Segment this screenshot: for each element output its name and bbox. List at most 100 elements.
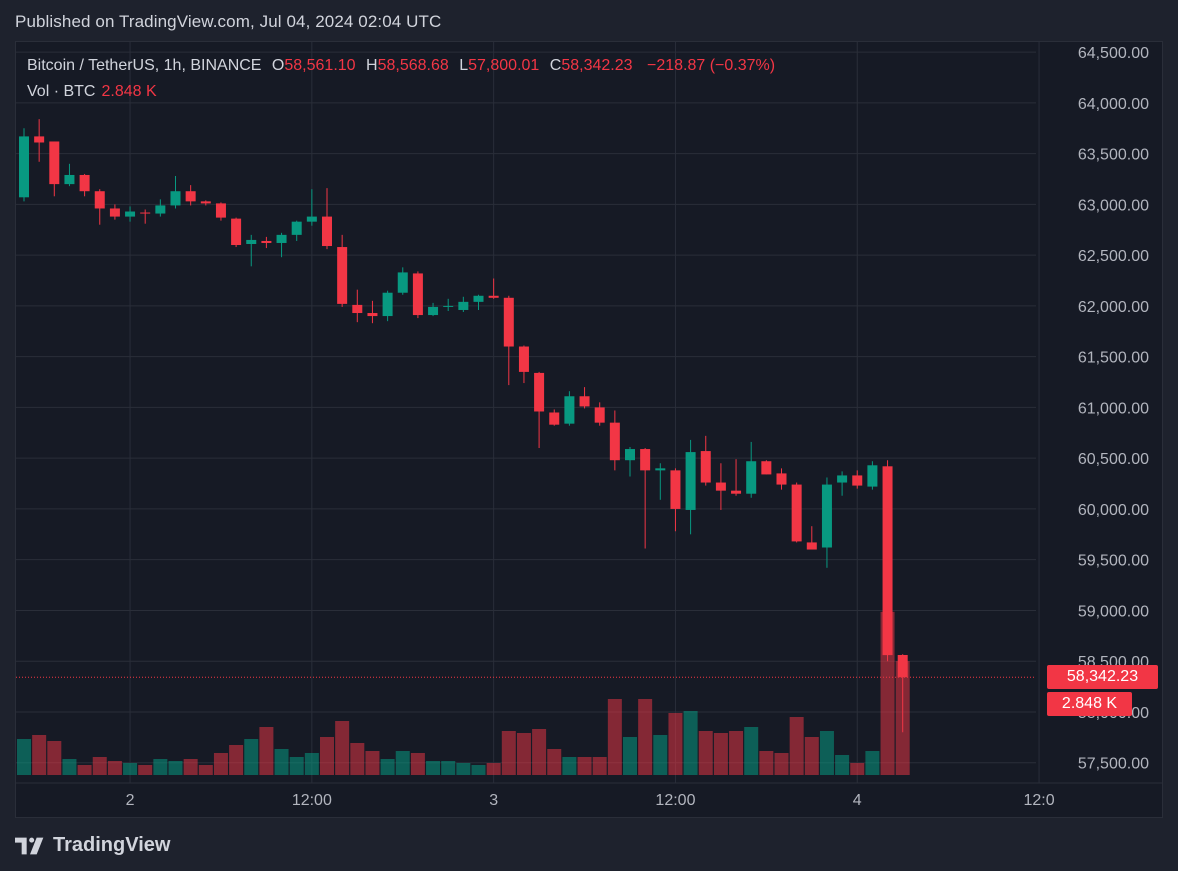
candle-body[interactable] xyxy=(897,654,908,678)
volume-bar xyxy=(335,721,350,775)
candle-body[interactable] xyxy=(640,449,651,471)
candle-body[interactable] xyxy=(700,451,711,483)
candle-body[interactable] xyxy=(19,136,29,198)
volume-bar xyxy=(441,761,456,775)
candle-body[interactable] xyxy=(821,484,832,548)
candle-body[interactable] xyxy=(397,272,408,293)
candle-body[interactable] xyxy=(337,247,348,304)
legend-row-volume: Vol · BTC 2.848 K xyxy=(27,81,775,103)
volume-bar xyxy=(62,759,77,775)
y-tick-label: 62,000.00 xyxy=(1078,299,1149,316)
candle-body[interactable] xyxy=(306,216,317,222)
candle-body[interactable] xyxy=(882,466,893,656)
volume-bar xyxy=(47,741,62,775)
candle-body[interactable] xyxy=(776,473,787,485)
candle-body[interactable] xyxy=(852,475,863,486)
legend-symbol[interactable]: Bitcoin / TetherUS, 1h, BINANCE xyxy=(27,57,262,74)
candle-body[interactable] xyxy=(170,191,181,206)
tradingview-logo-icon xyxy=(15,837,44,854)
candle-body[interactable] xyxy=(806,542,817,550)
volume-bar xyxy=(17,739,31,775)
volume-bar xyxy=(562,757,577,775)
candle-body[interactable] xyxy=(64,174,75,185)
candle-body[interactable] xyxy=(488,295,499,298)
candle-body[interactable] xyxy=(564,396,575,424)
candle-body[interactable] xyxy=(594,407,605,423)
y-tick-label: 60,500.00 xyxy=(1078,451,1149,468)
candle-body[interactable] xyxy=(246,239,257,244)
volume-bar xyxy=(638,699,653,775)
volume-bar xyxy=(456,763,471,775)
x-tick-label: 3 xyxy=(489,792,498,809)
volume-bar xyxy=(547,749,562,775)
volume-bar xyxy=(123,763,138,775)
candle-body[interactable] xyxy=(49,141,60,185)
candle-body[interactable] xyxy=(625,449,635,461)
candle-body[interactable] xyxy=(761,461,772,475)
volume-bar xyxy=(183,759,198,775)
candle-body[interactable] xyxy=(458,301,469,310)
candle-body[interactable] xyxy=(367,313,378,317)
candle-body[interactable] xyxy=(473,295,484,302)
candle-body[interactable] xyxy=(215,203,226,218)
volume-bar xyxy=(365,751,380,775)
volume-bar xyxy=(774,753,789,775)
y-tick-label: 59,000.00 xyxy=(1078,603,1149,620)
candle-body[interactable] xyxy=(579,396,590,407)
published-caption: Published on TradingView.com, Jul 04, 20… xyxy=(15,12,442,31)
candle-body[interactable] xyxy=(609,422,620,461)
volume-bar xyxy=(789,717,804,775)
candle-body[interactable] xyxy=(715,482,726,491)
candle-body[interactable] xyxy=(534,372,545,412)
candle-body[interactable] xyxy=(867,465,878,487)
candle-body[interactable] xyxy=(200,201,211,204)
volume-bar xyxy=(532,729,547,775)
candle-body[interactable] xyxy=(518,346,529,372)
candle-body[interactable] xyxy=(109,208,120,217)
candle-body[interactable] xyxy=(140,212,151,214)
candle-body[interactable] xyxy=(94,191,105,209)
candle-body[interactable] xyxy=(655,468,666,471)
volume-bar xyxy=(759,751,774,775)
candle-body[interactable] xyxy=(185,191,196,202)
candle-body[interactable] xyxy=(428,306,439,316)
candle-body[interactable] xyxy=(291,221,302,235)
y-tick-label: 57,500.00 xyxy=(1078,756,1149,773)
volume-bar xyxy=(729,731,744,775)
volume-bar xyxy=(865,751,880,775)
candle-body[interactable] xyxy=(155,205,166,214)
candle-body[interactable] xyxy=(352,304,363,314)
candle-body[interactable] xyxy=(837,475,848,483)
volume-bar xyxy=(653,735,668,775)
candle-body[interactable] xyxy=(503,297,514,347)
last-volume-tag: 2.848 K xyxy=(1047,692,1132,717)
candle-body[interactable] xyxy=(322,216,332,247)
candle-body[interactable] xyxy=(34,136,45,143)
candle-body[interactable] xyxy=(731,490,742,494)
candle-body[interactable] xyxy=(382,292,393,317)
candle-body[interactable] xyxy=(125,211,136,217)
x-tick-label: 12:00 xyxy=(292,792,332,809)
volume-bar xyxy=(92,757,107,775)
volume-bar xyxy=(683,711,698,775)
tradingview-logo[interactable]: TradingView xyxy=(15,834,170,857)
chart-area[interactable]: 57,500.0058,000.0058,500.0059,000.0059,5… xyxy=(15,41,1163,818)
legend-volume-label[interactable]: Vol · BTC xyxy=(27,83,96,100)
candlestick-chart[interactable]: 57,500.0058,000.0058,500.0059,000.0059,5… xyxy=(16,42,1163,818)
volume-bar xyxy=(395,751,410,775)
candle-body[interactable] xyxy=(685,452,696,510)
candle-body[interactable] xyxy=(443,305,454,307)
candle-body[interactable] xyxy=(670,470,681,509)
candle-body[interactable] xyxy=(231,218,242,246)
volume-bar xyxy=(592,757,607,775)
candle-body[interactable] xyxy=(746,461,757,494)
legend-close-value: 58,342.23 xyxy=(561,57,633,74)
volume-bar xyxy=(607,699,622,775)
candle-body[interactable] xyxy=(791,484,802,542)
y-tick-label: 60,000.00 xyxy=(1078,502,1149,519)
candle-body[interactable] xyxy=(79,174,90,192)
candle-body[interactable] xyxy=(261,240,272,243)
candle-body[interactable] xyxy=(549,412,560,425)
candle-body[interactable] xyxy=(276,234,287,243)
candle-body[interactable] xyxy=(412,273,423,316)
